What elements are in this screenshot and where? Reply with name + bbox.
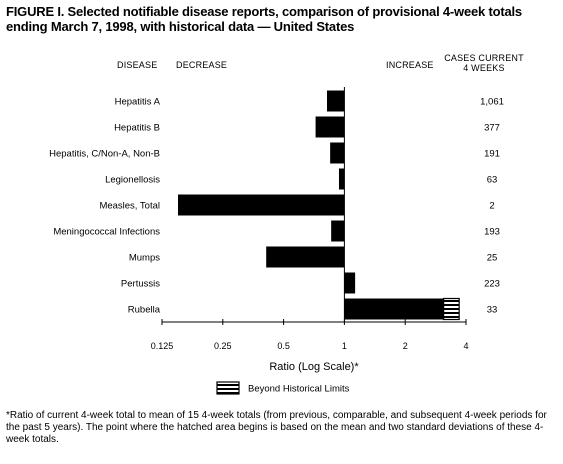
header-cases-line2: 4 WEEKS bbox=[463, 63, 505, 73]
bar-hatched-segment bbox=[443, 297, 460, 321]
category-label: Rubella bbox=[128, 305, 161, 316]
category-label: Meningococcal Infections bbox=[53, 227, 160, 238]
category-label: Hepatitis A bbox=[115, 97, 161, 108]
bar bbox=[344, 272, 356, 294]
figure-title-line2: ending March 7, 1998, with historical da… bbox=[6, 19, 355, 34]
category-label: Hepatitis B bbox=[114, 123, 160, 134]
x-tick-label: 0.25 bbox=[214, 341, 232, 351]
x-tick-label: 1 bbox=[342, 341, 347, 351]
bar bbox=[266, 246, 345, 268]
bar bbox=[315, 116, 345, 138]
figure-title-line1: FIGURE I. Selected notifiable disease re… bbox=[6, 4, 522, 19]
category-label: Legionellosis bbox=[105, 175, 160, 186]
bar bbox=[330, 142, 345, 164]
chart-rows: Hepatitis A 1,061 Hepatitis B 377 Hepatitis,… bbox=[49, 90, 504, 321]
header-increase: INCREASE bbox=[386, 60, 434, 70]
category-label: Pertussis bbox=[121, 279, 160, 290]
x-tick-label: 0.5 bbox=[277, 341, 290, 351]
x-axis: 0.125 0.25 0.5 1 2 4 Ratio (Log Scale)* bbox=[151, 87, 469, 373]
cases-value: 223 bbox=[484, 279, 500, 290]
header-disease: DISEASE bbox=[117, 60, 158, 70]
header-cases-current: CASES CURRENT 4 WEEKS bbox=[444, 53, 524, 73]
bar bbox=[338, 168, 345, 190]
cases-value: 33 bbox=[487, 305, 498, 316]
category-label: Measles, Total bbox=[99, 201, 160, 212]
category-label: Hepatitis, C/Non-A, Non-B bbox=[49, 149, 160, 160]
figure-title: FIGURE I. Selected notifiable disease re… bbox=[6, 4, 558, 34]
bar bbox=[344, 298, 444, 320]
legend-hatch-swatch bbox=[216, 381, 240, 395]
bar bbox=[331, 220, 345, 242]
x-tick-label: 4 bbox=[463, 341, 468, 351]
cases-value: 63 bbox=[487, 175, 498, 186]
footnote: *Ratio of current 4-week total to mean o… bbox=[6, 410, 547, 445]
cases-value: 1,061 bbox=[480, 97, 504, 108]
category-label: Mumps bbox=[129, 253, 160, 264]
bar-chart: Hepatitis A 1,061 Hepatitis B 377 Hepatitis,… bbox=[49, 87, 504, 395]
cases-value: 2 bbox=[489, 201, 494, 212]
cases-value: 377 bbox=[484, 123, 500, 134]
legend-label: Beyond Historical Limits bbox=[248, 384, 350, 395]
bar bbox=[326, 90, 345, 112]
bar bbox=[177, 194, 345, 216]
cases-value: 193 bbox=[484, 227, 500, 238]
cases-value: 191 bbox=[484, 149, 500, 160]
header-decrease: DECREASE bbox=[176, 60, 228, 70]
legend: Beyond Historical Limits bbox=[216, 381, 350, 395]
x-axis-label: Ratio (Log Scale)* bbox=[269, 361, 359, 373]
header-cases-line1: CASES CURRENT bbox=[444, 53, 524, 63]
x-tick-label: 2 bbox=[403, 341, 408, 351]
x-tick-label: 0.125 bbox=[151, 341, 174, 351]
cases-value: 25 bbox=[487, 253, 498, 264]
